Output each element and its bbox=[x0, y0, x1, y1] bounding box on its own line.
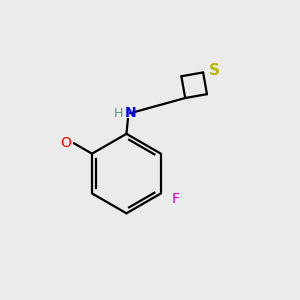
Text: S: S bbox=[208, 63, 219, 78]
Text: N: N bbox=[124, 106, 136, 120]
Text: F: F bbox=[172, 192, 179, 206]
Text: H: H bbox=[114, 107, 123, 120]
Text: O: O bbox=[60, 136, 71, 150]
